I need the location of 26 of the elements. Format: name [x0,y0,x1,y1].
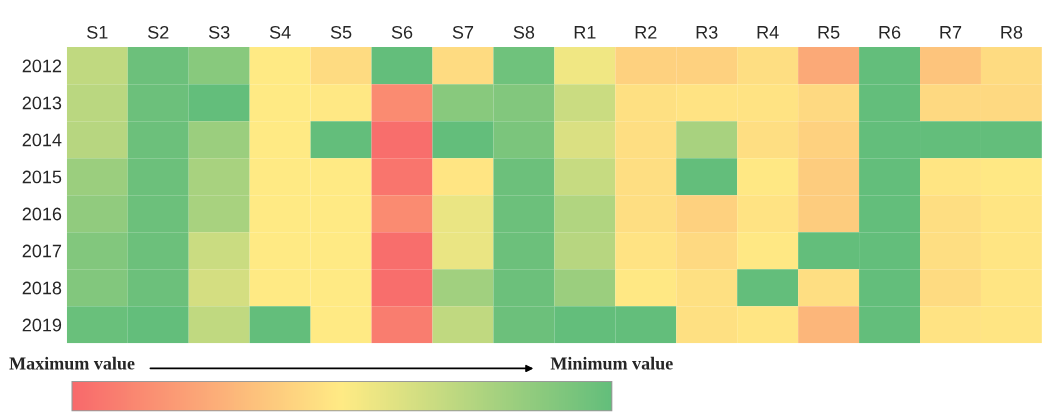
y-tick-label: 2017 [22,244,62,258]
x-tick-label: S8 [513,25,535,39]
x-tick-label: R2 [635,25,657,39]
y-tick-label: 2014 [22,133,62,147]
x-tick-label: R7 [940,26,962,39]
x-tick-label: R6 [879,25,901,39]
x-tick-label: R4 [757,26,779,39]
x-tick-label: R5 [818,26,840,39]
color-bar-label: Maximum value [9,356,135,370]
y-tick-label: 2013 [22,96,62,110]
y-tick-label: 2012 [22,59,62,73]
x-tick-label: S6 [391,25,413,39]
x-tick-label: S5 [330,25,352,39]
x-tick-label: R1 [574,26,596,39]
x-tick-label: S7 [452,25,474,39]
x-tick-label: S3 [208,25,230,39]
y-tick-label: 2015 [22,170,62,184]
color-bar-label: Minimum value [550,356,673,370]
y-tick-label: 2016 [22,207,62,221]
y-tick-label: 2019 [22,318,62,332]
x-tick-label: S2 [148,25,169,39]
x-tick-label: R8 [1001,25,1023,39]
x-tick-label: R3 [696,25,718,39]
x-tick-label: S1 [87,25,108,39]
y-tick-label: 2018 [22,281,62,295]
x-tick-label: S4 [269,25,291,39]
